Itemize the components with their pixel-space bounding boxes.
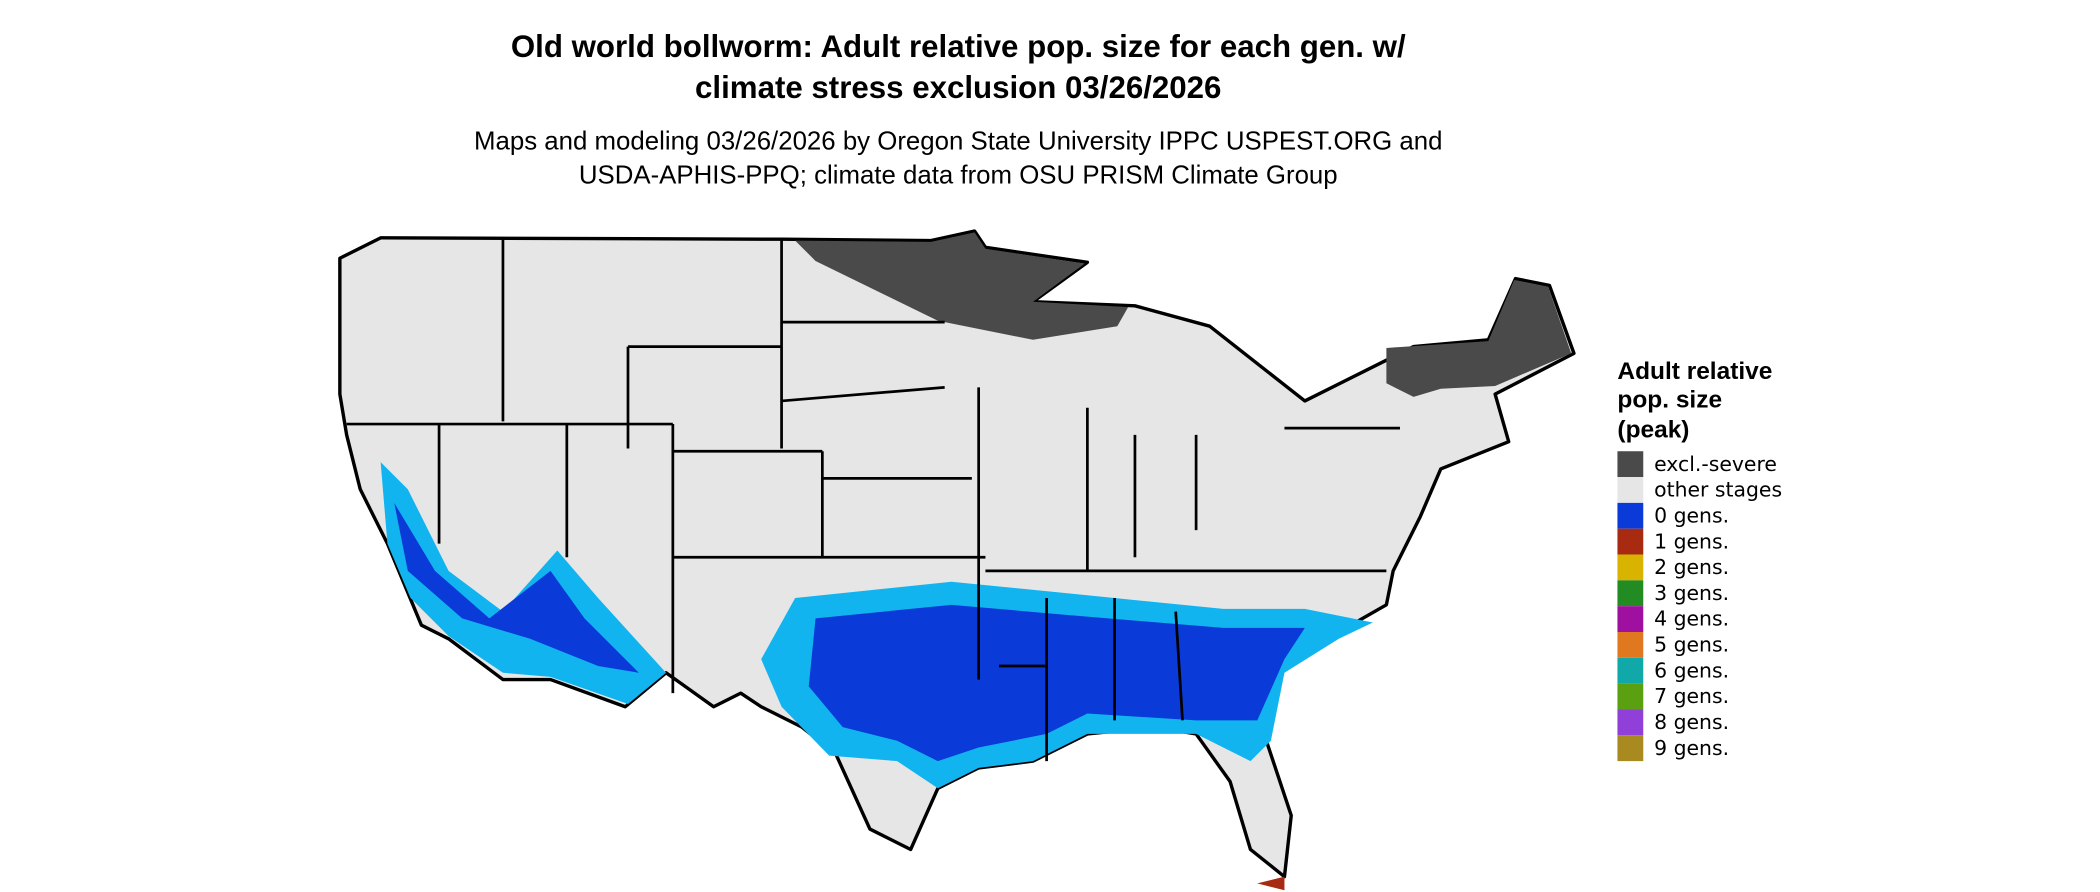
legend-swatch: [1617, 683, 1644, 710]
legend-label: 4 gens.: [1654, 607, 1729, 631]
us-land: [338, 229, 1576, 879]
legend-label: 3 gens.: [1654, 581, 1729, 605]
legend-title-line: pop. size: [1617, 387, 1722, 414]
legend-swatch: [1617, 580, 1644, 607]
legend-label: 7 gens.: [1654, 684, 1729, 708]
legend-title-line: Adult relative: [1617, 358, 1772, 385]
zone-dark-blue: [808, 604, 1305, 762]
legend-label: other stages: [1654, 478, 1782, 502]
legend-swatch: [1617, 735, 1644, 762]
legend-swatch: [1617, 528, 1644, 555]
zone-west-dark: [394, 502, 639, 673]
legend-swatch: [1617, 451, 1644, 478]
legend-label: 9 gens.: [1654, 736, 1729, 760]
legend-swatch: [1617, 502, 1644, 529]
legend-swatch: [1617, 709, 1644, 736]
title-line: Old world bollworm: Adult relative pop. …: [511, 29, 1406, 64]
legend-swatch: [1617, 606, 1644, 632]
us-map: [338, 229, 1576, 891]
legend-swatch: [1617, 554, 1644, 581]
subtitle-line: USDA-APHIS-PPQ; climate data from OSU PR…: [579, 161, 1338, 189]
legend-label: 2 gens.: [1654, 555, 1729, 579]
legend: Adult relative pop. size (peak) excl.-se…: [1617, 358, 1782, 762]
legend-swatch: [1617, 477, 1644, 503]
legend-label: 8 gens.: [1654, 710, 1729, 734]
legend-title-line: (peak): [1617, 417, 1689, 444]
legend-label: excl.-severe: [1654, 452, 1777, 476]
legend-label: 0 gens.: [1654, 503, 1729, 527]
subtitle-line: Maps and modeling 03/26/2026 by Oregon S…: [474, 128, 1442, 156]
title-line: climate stress exclusion 03/26/2026: [695, 70, 1221, 105]
legend-swatch: [1617, 657, 1644, 684]
state-borders: [346, 239, 1400, 762]
excluded-northeast: [1386, 279, 1572, 397]
legend-label: 6 gens.: [1654, 658, 1729, 682]
excluded-north: [795, 232, 1129, 340]
legend-label: 5 gens.: [1654, 633, 1729, 657]
legend-label: 1 gens.: [1654, 529, 1729, 553]
legend-swatch: [1617, 631, 1644, 658]
zone-florida-tip: [1257, 876, 1285, 891]
